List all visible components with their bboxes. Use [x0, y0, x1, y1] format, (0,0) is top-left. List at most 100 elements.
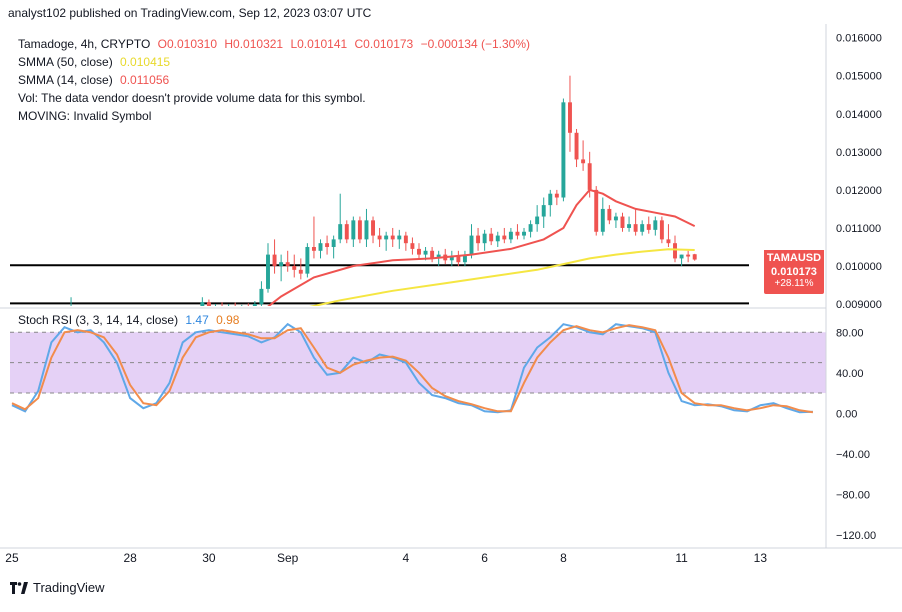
candle-body — [627, 224, 632, 228]
candle-body — [252, 304, 257, 306]
volume-note: Vol: The data vendor doesn't provide vol… — [18, 91, 366, 105]
candle-body — [522, 231, 526, 236]
candle-body — [646, 224, 651, 230]
candle-body — [430, 250, 435, 259]
time-tick-label: 11 — [675, 551, 688, 565]
candle-body — [640, 224, 645, 232]
candle-body — [502, 235, 507, 240]
candle-body — [587, 163, 592, 190]
stoch-d-value: 0.98 — [216, 313, 240, 327]
axes: 0.016000 0.015000 0.014000 0.013000 0.012000… — [0, 24, 902, 565]
candle-body — [607, 208, 612, 221]
candle-body — [581, 159, 586, 164]
candle-body — [594, 189, 599, 232]
candle-body — [397, 235, 402, 240]
candle-body — [272, 254, 277, 267]
candle-body — [600, 208, 605, 232]
stoch-tick-label: −40.00 — [836, 449, 870, 461]
candle-body — [633, 224, 638, 232]
smma50-line — [309, 248, 695, 306]
price-pane — [10, 75, 749, 306]
tradingview-logo-icon — [10, 581, 28, 594]
candle-body — [692, 254, 697, 260]
time-tick-label: 6 — [481, 551, 488, 565]
candle-body — [371, 220, 376, 236]
stoch-tick-label: 0.00 — [836, 408, 857, 420]
footer-brand-label: TradingView — [33, 580, 105, 595]
open-value: O0.010310 — [157, 37, 218, 51]
candle-body — [403, 235, 408, 244]
candle-body — [653, 220, 658, 230]
stoch-tick-label: −80.00 — [836, 489, 870, 501]
time-tick-label: 30 — [202, 551, 216, 565]
stoch-series-line — [11, 322, 813, 414]
price-tag-change: +28.11% — [774, 278, 814, 289]
stoch-tick-label: 40.00 — [836, 368, 864, 380]
price-plot-area — [10, 75, 749, 306]
candle-body — [259, 288, 264, 305]
candle-body — [659, 220, 664, 240]
candle-body — [515, 231, 520, 236]
time-tick-label: 8 — [560, 551, 567, 565]
price-tick-label: 0.015000 — [836, 71, 882, 83]
candle-body — [554, 193, 559, 198]
stoch-tick-label: 80.00 — [836, 327, 864, 339]
moving-note: MOVING: Invalid Symbol — [18, 109, 152, 123]
candle-body — [574, 132, 579, 160]
candle-body — [351, 220, 356, 240]
price-tick-label: 0.013000 — [836, 147, 882, 159]
candle-body — [469, 235, 474, 255]
smma50-label: SMMA (50, close) — [18, 55, 113, 69]
candle-body — [325, 243, 330, 247]
price-legend: Tamadoge, 4h, CRYPTO O0.010310 H0.010321… — [18, 35, 530, 125]
candle-body — [357, 220, 362, 240]
candle-body — [266, 254, 270, 289]
candle-body — [390, 235, 395, 240]
time-tick-label: 28 — [123, 551, 137, 565]
candle-body — [568, 102, 572, 133]
price-tick-label: 0.010000 — [836, 261, 882, 273]
candle-body — [541, 205, 546, 217]
candle-body — [298, 269, 303, 274]
stoch-pane — [10, 322, 826, 414]
stoch-tick-label: −120.00 — [836, 530, 876, 542]
stoch-label: Stoch RSI (3, 3, 14, 14, close) — [18, 313, 179, 327]
candle-body — [305, 246, 310, 274]
smma14-value: 0.011056 — [120, 73, 170, 87]
ohlc-row: Tamadoge, 4h, CRYPTO O0.010310 H0.010321… — [18, 35, 530, 53]
candle-body — [384, 235, 389, 240]
candle-body — [311, 246, 316, 251]
candle-body — [449, 256, 454, 261]
last-price-tag: TAMAUSD 0.010173 +28.11% — [764, 250, 824, 294]
candle-body — [482, 233, 487, 244]
candle-body — [364, 220, 369, 240]
smma14-label: SMMA (14, close) — [18, 73, 113, 87]
candle-body — [508, 231, 513, 240]
candle-body — [292, 266, 297, 270]
candle-body — [462, 254, 467, 263]
time-tick-label: Sep — [277, 551, 299, 565]
time-tick-label: 13 — [754, 551, 768, 565]
candle-body — [285, 262, 290, 267]
candle-body — [417, 248, 421, 255]
footer-brand[interactable]: TradingView — [10, 580, 105, 595]
change-value: −0.000134 (−1.30%) — [420, 37, 530, 51]
price-tick-label: 0.016000 — [836, 33, 882, 45]
close-value: C0.010173 — [354, 37, 414, 51]
publisher-header: analyst102 published on TradingView.com,… — [8, 6, 372, 20]
candle-body — [436, 254, 441, 259]
candle-body — [423, 250, 428, 255]
price-tag-price: 0.010173 — [771, 266, 817, 278]
stoch-series-line — [11, 324, 814, 414]
candle-body — [377, 235, 382, 240]
stoch-k-value: 1.47 — [185, 313, 209, 327]
price-tick-label: 0.014000 — [836, 109, 882, 121]
price-tick-label: 0.009000 — [836, 299, 882, 311]
candle-body — [206, 302, 211, 306]
stoch-legend: Stoch RSI (3, 3, 14, 14, close) 1.47 0.9… — [18, 313, 239, 327]
candle-body — [456, 256, 461, 263]
candle-body — [476, 235, 481, 244]
candle-body — [535, 216, 540, 225]
